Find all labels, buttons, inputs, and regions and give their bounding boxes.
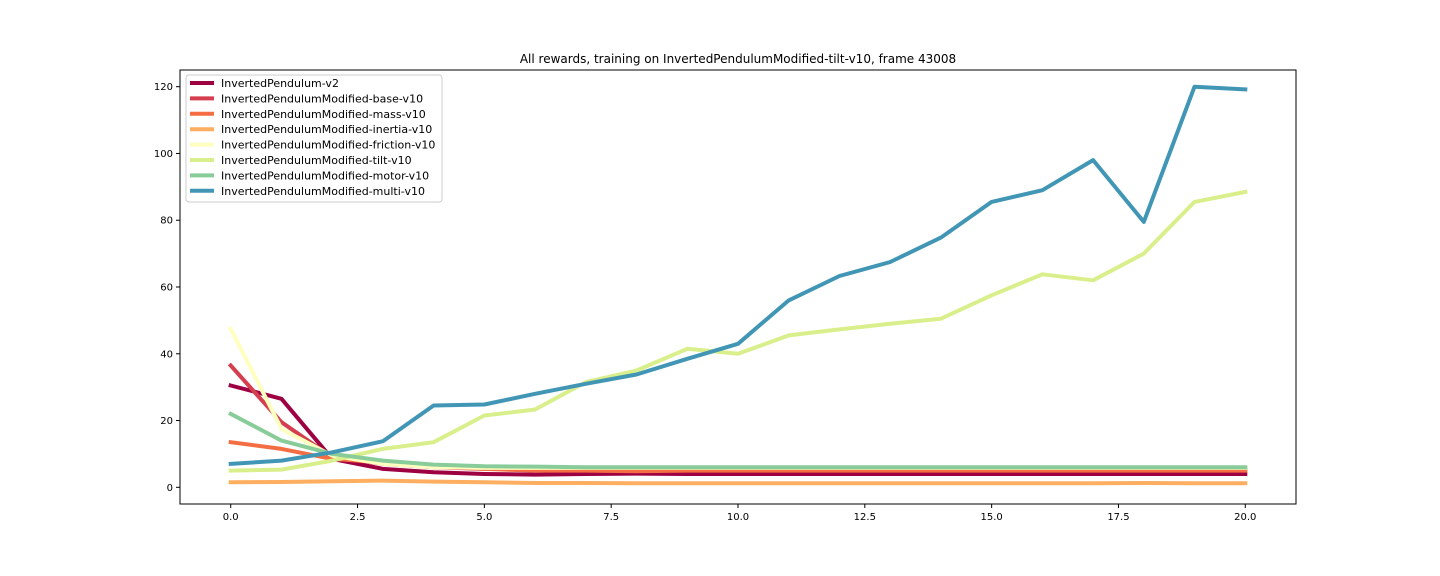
series-line-6 [227,411,1248,470]
x-tick-label: 7.5 [603,512,619,523]
x-tick-label: 17.5 [1107,512,1129,523]
y-axis: 0 20 40 60 80 100 120 [154,82,180,494]
x-axis: 0.0 2.5 5.0 7.5 10.0 12.5 15.0 17.5 20.0 [223,504,1256,523]
y-tick-label: 80 [160,216,173,227]
x-tick-label: 10.0 [727,512,749,523]
x-tick-label: 2.5 [350,512,366,523]
legend-label-5: InvertedPendulumModified-tilt-v10 [221,154,412,167]
chart-title: All rewards, training on InvertedPendulu… [520,52,956,66]
series-line-3 [228,478,1248,486]
x-tick-label: 20.0 [1234,512,1256,523]
x-tick-label: 0.0 [223,512,239,523]
x-tick-label: 5.0 [476,512,492,523]
x-tick-label: 12.5 [854,512,876,523]
y-tick-label: 100 [154,149,173,160]
legend-label-7: InvertedPendulumModified-multi-v10 [221,185,425,198]
series-layer [227,84,1248,486]
legend-label-0: InvertedPendulum-v2 [221,77,339,90]
series-line-7 [228,84,1248,467]
legend: InvertedPendulum-v2 InvertedPendulumModif… [185,74,443,203]
y-tick-label: 60 [160,283,173,294]
legend-label-2: InvertedPendulumModified-mass-v10 [221,108,426,121]
series-line-5 [228,189,1248,473]
y-tick-label: 0 [167,483,173,494]
y-tick-label: 120 [154,82,173,93]
legend-label-3: InvertedPendulumModified-inertia-v10 [221,123,432,136]
series-line-1 [227,362,1248,471]
legend-label-1: InvertedPendulumModified-base-v10 [221,92,423,105]
legend-label-6: InvertedPendulumModified-motor-v10 [221,169,429,182]
legend-label-4: InvertedPendulumModified-friction-v10 [221,139,435,152]
x-tick-label: 15.0 [981,512,1003,523]
legend-box [185,74,443,203]
series-line-0 [228,383,1248,477]
y-tick-label: 40 [160,349,173,360]
y-tick-label: 20 [160,416,173,427]
